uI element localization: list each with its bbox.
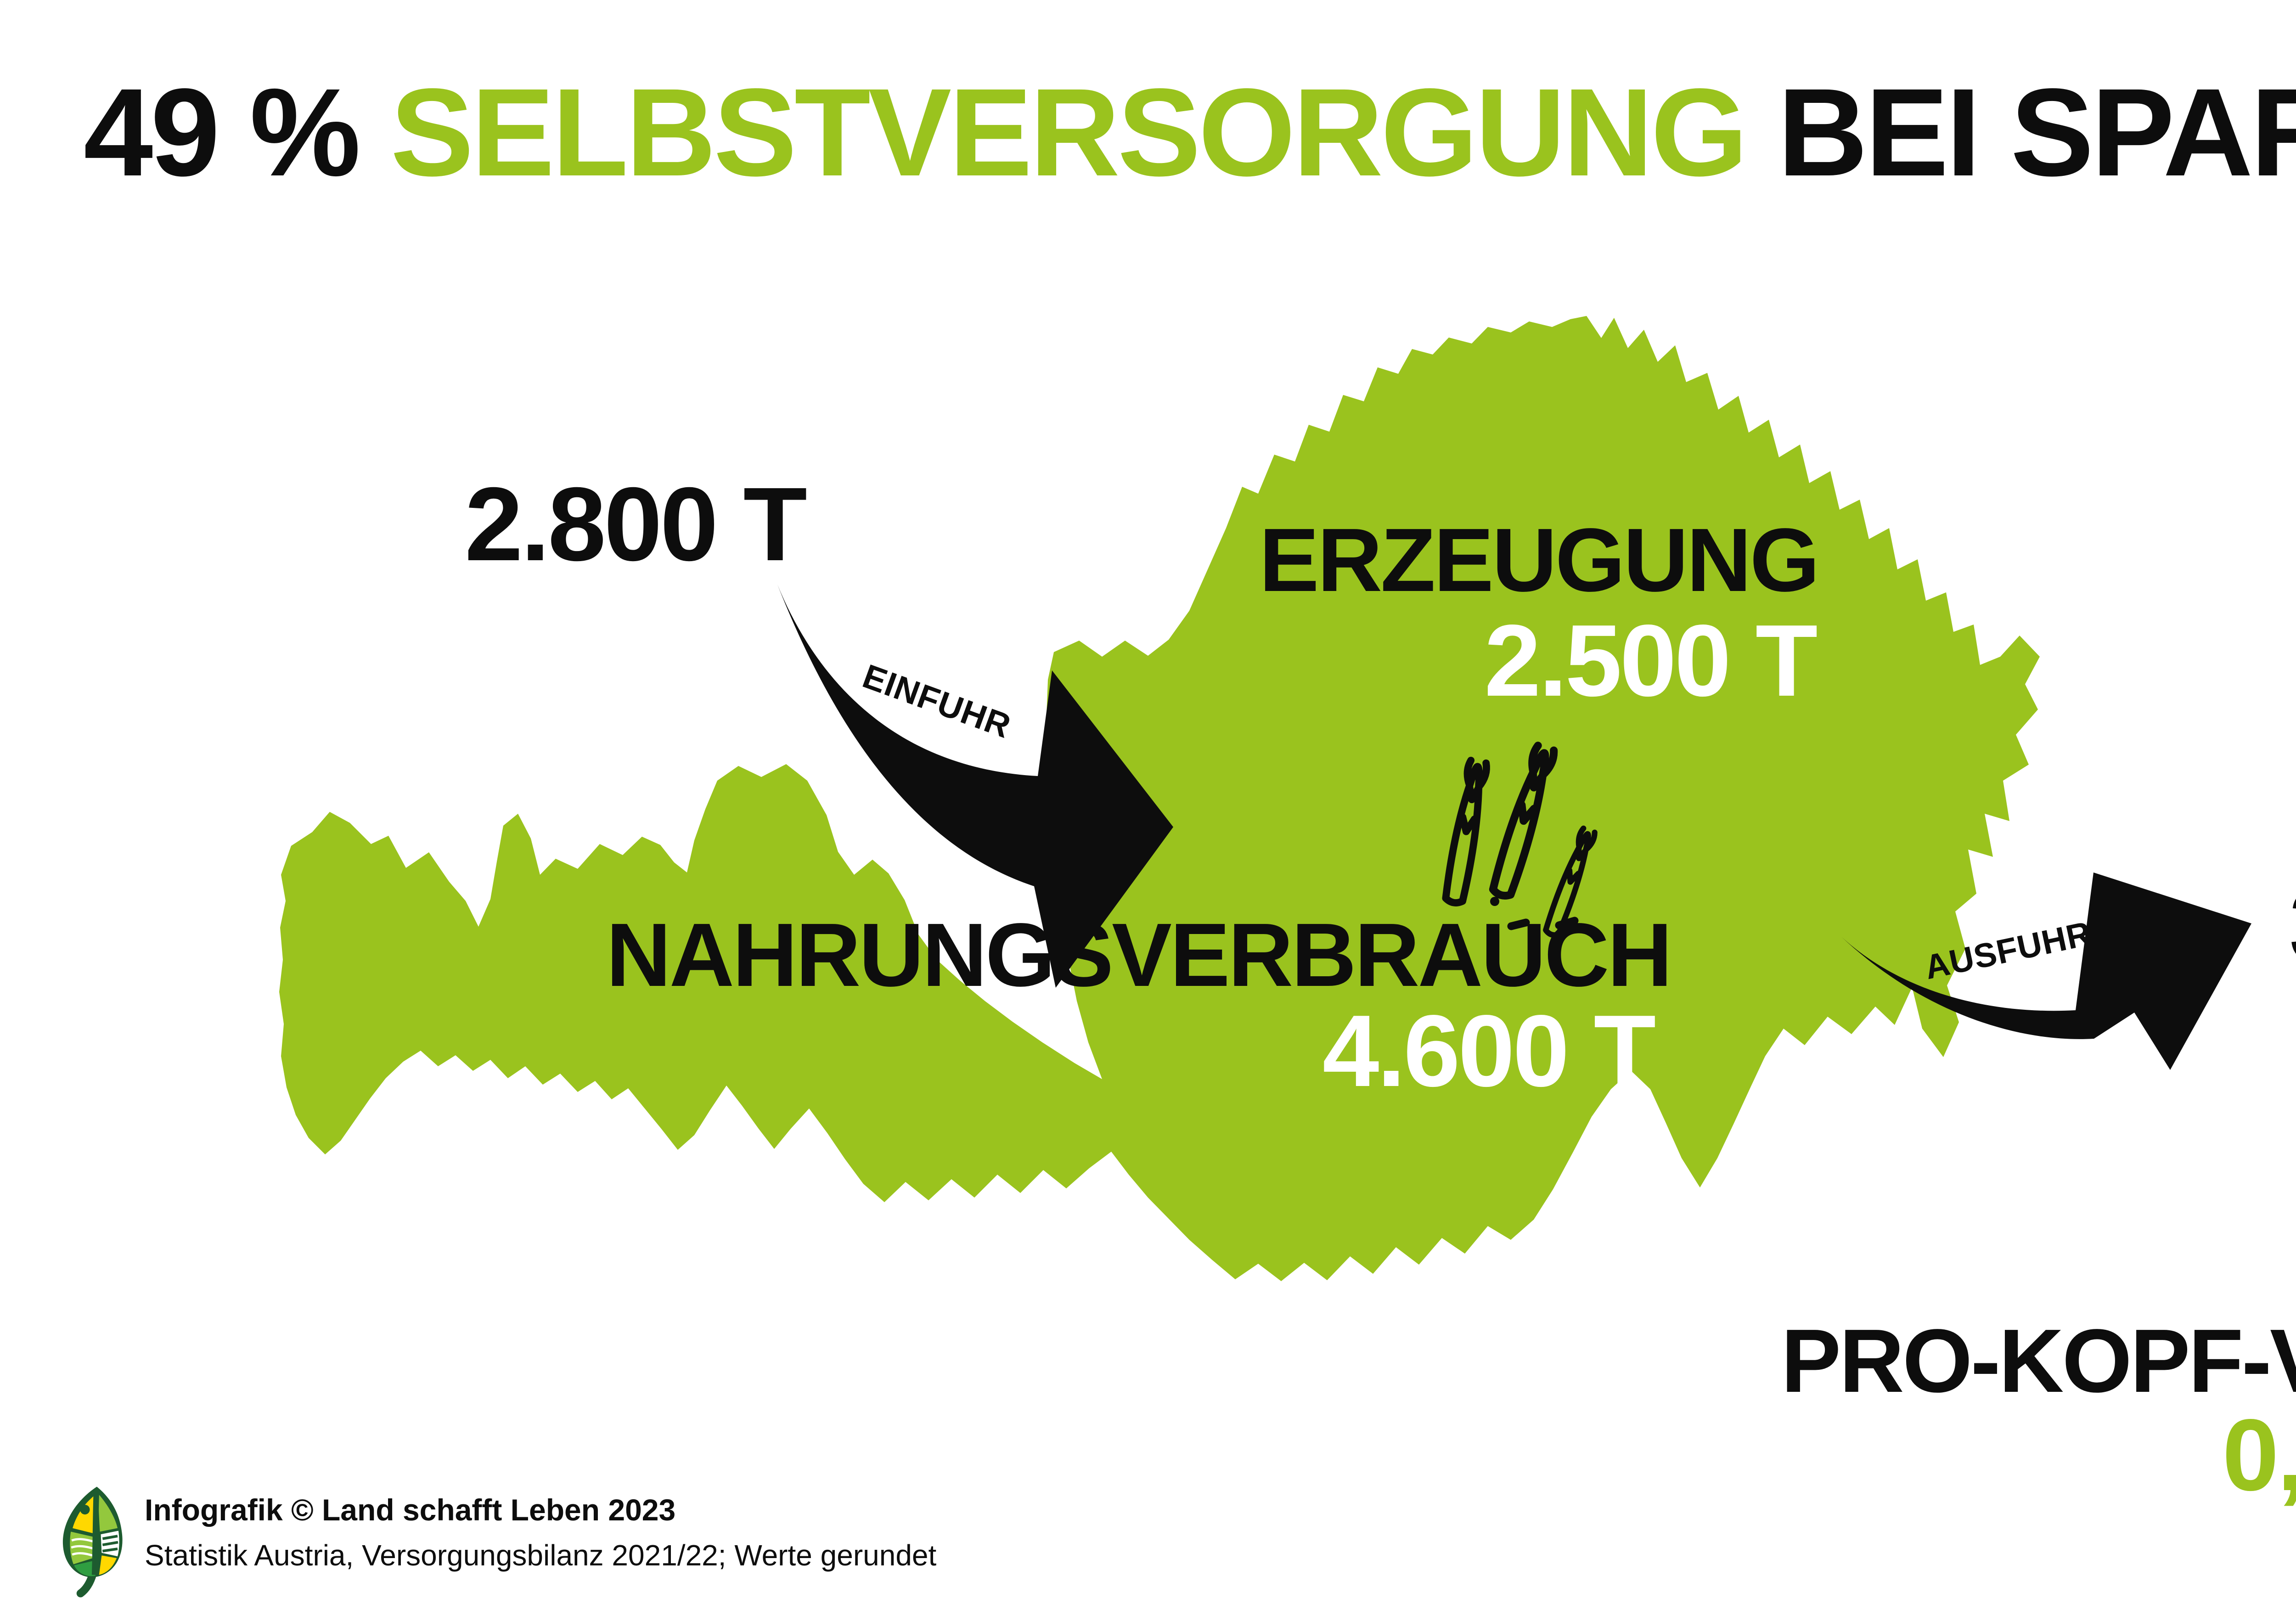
per-capita-label: PRO-KOPF-VERBRAUCH: [1781, 1311, 2296, 1411]
page-title: 49 % SELBSTVERSORGUNG BEI SPARGEL: [84, 70, 2296, 195]
consumption-value: 4.600 T: [1322, 994, 1656, 1108]
import-arrow: [777, 585, 1173, 988]
per-capita-value: 0,5 KG/JAHR: [2222, 1398, 2296, 1512]
consumption-label: NAHRUNGSVERBRAUCH: [606, 905, 1672, 1005]
leaf-segment-green-topright: [98, 1493, 118, 1532]
leaf-dot: [80, 1504, 90, 1515]
leaf-segment-green-bottom: [74, 1560, 96, 1576]
footer-credit: Infografik © Land schafft Leben 2023: [145, 1493, 676, 1527]
leaf-vein: [91, 1490, 100, 1575]
austria-map: [279, 316, 2040, 1281]
asparagus-icon: [1442, 742, 1598, 938]
leaf-segment-yellow-bottom: [99, 1555, 117, 1575]
title-suffix: BEI SPARGEL: [1778, 62, 2296, 202]
import-value: 2.800 T: [465, 466, 807, 583]
land-schafft-leben-leaf-logo: [62, 1486, 123, 1598]
production-label: ERZEUGUNG: [1259, 510, 1820, 610]
title-highlight: SELBSTVERSORGUNG: [390, 62, 1748, 202]
export-arrow: [1841, 872, 2251, 1070]
footer-source: Statistik Austria, Versorgungsbilanz 202…: [145, 1539, 937, 1572]
production-value: 2.500 T: [1484, 604, 1818, 718]
title-prefix: 49 %: [84, 62, 391, 202]
export-value: 300 T: [2289, 873, 2296, 978]
